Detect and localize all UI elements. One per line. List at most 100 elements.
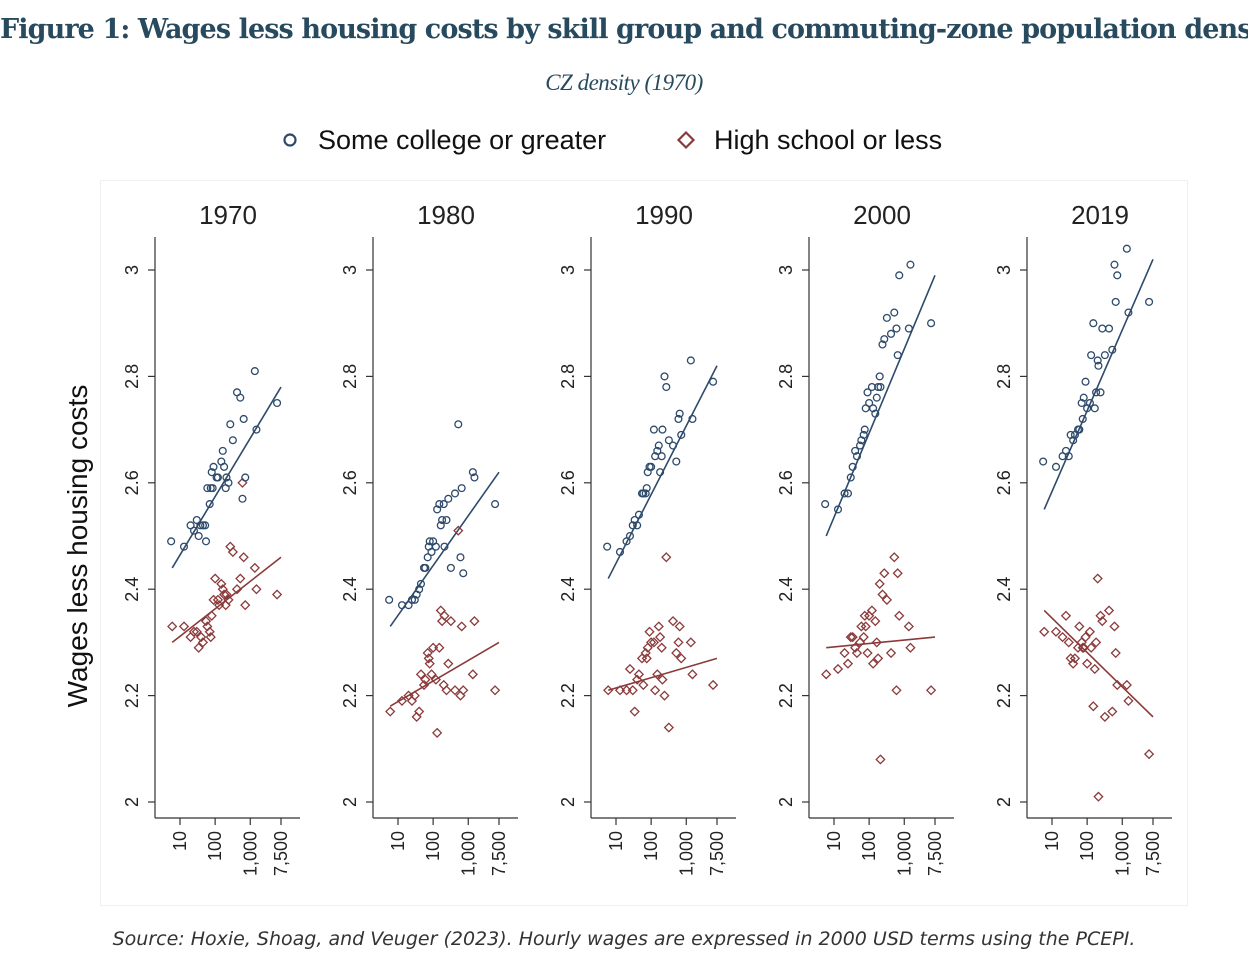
data-point-hs — [216, 578, 227, 589]
data-point-hs — [872, 653, 884, 664]
circle-marker-icon — [283, 133, 297, 147]
data-point-college — [167, 537, 176, 546]
data-point-college — [439, 500, 448, 509]
data-point-hs — [441, 685, 452, 696]
data-point-college — [456, 553, 465, 562]
data-point-college — [1089, 319, 1098, 328]
data-point-hs — [423, 653, 434, 664]
data-point-college — [615, 547, 625, 557]
data-point-college — [927, 319, 936, 328]
y-tick-label: 2.4 — [558, 577, 578, 602]
data-point-hs — [1112, 679, 1123, 691]
data-point-college — [1077, 398, 1086, 408]
data-point-hs — [1063, 637, 1074, 648]
y-tick-label: 2.4 — [340, 577, 360, 602]
data-point-hs — [1143, 749, 1155, 760]
data-point-college — [628, 521, 637, 530]
data-point-hs — [235, 573, 246, 584]
data-point-college — [843, 489, 853, 498]
data-point-hs — [188, 626, 200, 637]
data-point-hs — [214, 600, 225, 611]
data-point-hs — [432, 727, 443, 738]
x-tick-label: 7,500 — [707, 831, 727, 876]
data-point-college — [878, 340, 887, 349]
data-point-hs — [644, 626, 655, 637]
data-point-hs — [212, 594, 224, 605]
data-point-hs — [925, 685, 937, 696]
data-point-college — [201, 521, 210, 530]
figure-subtitle: CZ density (1970) — [545, 70, 703, 95]
data-point-college — [840, 489, 849, 498]
data-point-college — [218, 446, 227, 455]
data-point-college — [198, 521, 207, 530]
data-point-college — [433, 505, 442, 514]
y-tick-label: 2.8 — [776, 364, 796, 389]
y-tick-label: 2 — [122, 797, 142, 807]
data-point-hs — [891, 685, 902, 696]
data-point-college — [241, 473, 250, 482]
data-point-college — [470, 473, 479, 482]
data-point-college — [833, 505, 843, 514]
data-point-hs — [1069, 653, 1081, 664]
data-point-hs — [603, 685, 614, 696]
data-point-college — [860, 425, 869, 434]
data-point-hs — [667, 616, 679, 627]
data-point-college — [821, 500, 830, 509]
data-point-hs — [1092, 573, 1103, 584]
diamond-marker-icon — [676, 130, 696, 150]
data-point-college — [664, 436, 673, 445]
data-point-college — [855, 441, 865, 450]
data-point-college — [1104, 324, 1114, 333]
x-tick-label: 1,000 — [458, 831, 478, 876]
data-point-college — [1078, 414, 1087, 424]
y-tick-label: 2.8 — [994, 364, 1014, 389]
data-point-hs — [178, 621, 190, 632]
data-point-hs — [238, 552, 249, 563]
data-point-college — [410, 595, 419, 604]
fit-line-college — [171, 386, 282, 569]
x-tick-label: 100 — [641, 831, 661, 861]
x-tick-label: 1,000 — [1112, 831, 1132, 876]
legend-item-college: Some college or greater — [278, 120, 606, 160]
data-point-college — [224, 478, 233, 487]
data-point-hs — [866, 605, 878, 616]
data-point-hs — [685, 637, 696, 648]
data-point-college — [1096, 388, 1105, 397]
data-point-hs — [1060, 610, 1072, 621]
data-point-college — [874, 382, 883, 392]
data-point-hs — [1082, 658, 1093, 669]
data-point-hs — [197, 637, 209, 648]
data-point-hs — [650, 685, 661, 696]
data-point-hs — [656, 642, 667, 653]
data-point-hs — [439, 610, 450, 621]
data-point-college — [1064, 452, 1073, 461]
data-point-college — [686, 356, 695, 365]
data-point-hs — [193, 642, 204, 653]
data-point-hs — [881, 594, 892, 605]
panel-frame — [100, 180, 1188, 906]
data-point-hs — [859, 610, 870, 621]
x-tick-label: 10 — [824, 831, 844, 851]
data-point-college — [656, 468, 665, 477]
data-point-college — [906, 260, 915, 269]
data-point-college — [427, 547, 436, 557]
data-point-college — [677, 430, 686, 439]
data-point-college — [851, 446, 860, 455]
data-point-college — [252, 425, 261, 434]
y-tick-label: 2.6 — [776, 470, 796, 495]
data-point-college — [876, 382, 885, 392]
x-tick-label: 1,000 — [894, 831, 914, 876]
data-point-hs — [663, 722, 674, 733]
y-tick-label: 2.2 — [558, 683, 578, 708]
x-tick-label: 100 — [423, 831, 443, 861]
data-point-college — [641, 489, 650, 498]
data-point-college — [1111, 297, 1120, 306]
y-tick-label: 2.2 — [776, 683, 796, 708]
data-point-college — [1075, 425, 1084, 434]
data-point-college — [1090, 404, 1099, 413]
data-point-college — [603, 542, 612, 551]
data-point-college — [1124, 308, 1133, 317]
data-point-hs — [1089, 663, 1100, 675]
data-point-college — [192, 515, 201, 525]
x-tick-label: 7,500 — [489, 831, 509, 876]
